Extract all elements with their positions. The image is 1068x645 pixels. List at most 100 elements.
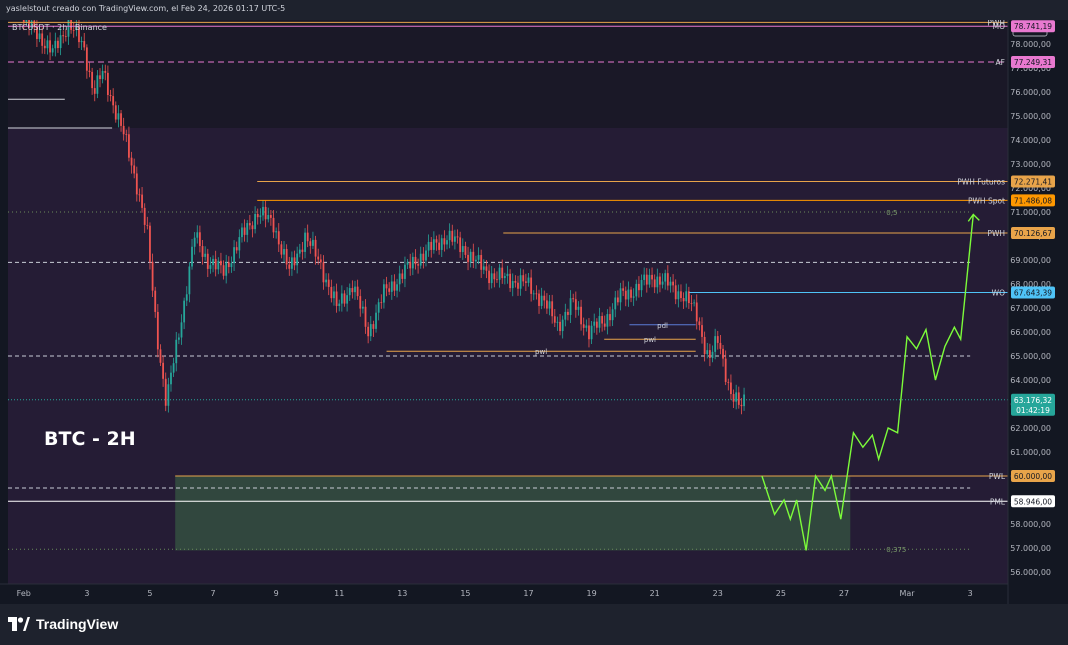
price-tag-8 bbox=[1011, 495, 1055, 508]
candle-body bbox=[517, 282, 519, 289]
candle-body bbox=[664, 273, 667, 282]
candle-body bbox=[475, 259, 477, 262]
tradingview-logo[interactable]: TradingView bbox=[8, 616, 118, 632]
level-label-2: AF bbox=[996, 58, 1005, 67]
candle-body bbox=[432, 239, 435, 250]
candle-body bbox=[175, 339, 178, 364]
candle-body bbox=[506, 273, 509, 277]
candle-body bbox=[567, 311, 569, 315]
symbol-line: BTCUSDT · 2h · Binance bbox=[12, 23, 107, 32]
candle-body bbox=[548, 301, 551, 309]
candle-body bbox=[425, 250, 427, 261]
candle-body bbox=[67, 20, 70, 37]
candle-body bbox=[648, 274, 651, 285]
candle-body bbox=[361, 306, 364, 309]
candle-body bbox=[256, 214, 259, 218]
x-tick-label: 15 bbox=[460, 589, 470, 598]
candle-body bbox=[191, 246, 193, 267]
candle-body bbox=[572, 298, 575, 300]
candle-body bbox=[251, 225, 254, 230]
candle-body bbox=[672, 281, 674, 286]
candle-body bbox=[419, 253, 422, 266]
candle-body bbox=[130, 157, 133, 166]
x-tick-label: 19 bbox=[587, 589, 597, 598]
price-tag-3 bbox=[1011, 175, 1055, 188]
price-tag-text-4: 71.486,08 bbox=[1014, 196, 1052, 205]
x-tick-label: 3 bbox=[84, 589, 89, 598]
y-tick-label: 75.000,00 bbox=[1010, 112, 1051, 121]
candle-body bbox=[354, 286, 356, 293]
candle-body bbox=[719, 342, 722, 349]
level-label-0: PWH bbox=[987, 20, 1005, 27]
price-band-0 bbox=[8, 20, 1008, 128]
candle-body bbox=[125, 134, 128, 136]
candle-body bbox=[574, 299, 577, 310]
candle-body bbox=[737, 392, 740, 405]
candle-body bbox=[711, 351, 714, 358]
candle-body bbox=[36, 27, 38, 39]
candle-body bbox=[333, 291, 335, 299]
candle-body bbox=[427, 241, 430, 251]
candle-body bbox=[490, 273, 493, 284]
candle-body bbox=[199, 232, 201, 247]
candle-body bbox=[306, 232, 309, 242]
candle-body bbox=[398, 273, 401, 285]
candle-body bbox=[556, 321, 559, 323]
candle-body bbox=[417, 264, 419, 266]
candle-body bbox=[277, 231, 280, 245]
candle-body bbox=[185, 294, 188, 301]
candle-body bbox=[530, 277, 533, 294]
candle-body bbox=[543, 295, 546, 301]
candle-body bbox=[666, 273, 669, 286]
candle-body bbox=[456, 236, 459, 238]
candle-body bbox=[120, 113, 122, 126]
x-tick-label: 23 bbox=[713, 589, 723, 598]
candle-body bbox=[83, 41, 86, 48]
candle-body bbox=[409, 261, 412, 269]
candle-body bbox=[101, 70, 104, 80]
x-tick-label: 3 bbox=[968, 589, 973, 598]
candle-body bbox=[41, 33, 44, 46]
projection-line bbox=[761, 214, 974, 551]
candle-body bbox=[703, 336, 706, 355]
x-tick-label: 13 bbox=[397, 589, 407, 598]
candle-body bbox=[598, 316, 601, 328]
candle-body bbox=[430, 241, 433, 250]
x-tick-label: 5 bbox=[147, 589, 152, 598]
candle-body bbox=[680, 291, 682, 299]
candle-body bbox=[364, 306, 367, 327]
candle-body bbox=[38, 33, 41, 39]
candle-body bbox=[272, 217, 275, 233]
candle-body bbox=[72, 29, 75, 31]
price-tag-text-6: 67.643,39 bbox=[1014, 289, 1052, 298]
candle-body bbox=[645, 274, 648, 285]
price-tag-text-1: 78.741,19 bbox=[1014, 22, 1052, 31]
candle-body bbox=[375, 312, 377, 329]
candle-body bbox=[682, 298, 685, 302]
y-tick-label: 69.000,00 bbox=[1010, 256, 1051, 265]
level-label-1: MO bbox=[993, 22, 1005, 31]
candle-body bbox=[88, 70, 91, 72]
candle-body bbox=[235, 247, 238, 251]
y-tick-label: 71.000,00 bbox=[1010, 208, 1051, 217]
candle-body bbox=[146, 224, 149, 226]
candle-body bbox=[564, 311, 567, 320]
candle-body bbox=[585, 325, 588, 328]
candle-body bbox=[514, 281, 517, 283]
candle-body bbox=[503, 276, 506, 279]
candle-body bbox=[390, 281, 393, 292]
price-tag-4 bbox=[1011, 194, 1055, 207]
candle-body bbox=[464, 246, 467, 255]
candle-body bbox=[238, 237, 241, 251]
candle-body bbox=[653, 279, 656, 288]
candle-body bbox=[674, 285, 677, 300]
candle-body bbox=[262, 206, 264, 216]
candle-body bbox=[553, 316, 556, 323]
y-tick-label: 78.000,00 bbox=[1010, 40, 1051, 49]
candle-body bbox=[293, 257, 296, 266]
candle-body bbox=[659, 276, 661, 285]
candle-body bbox=[143, 207, 146, 225]
candle-body bbox=[225, 262, 228, 276]
candle-body bbox=[280, 244, 283, 255]
